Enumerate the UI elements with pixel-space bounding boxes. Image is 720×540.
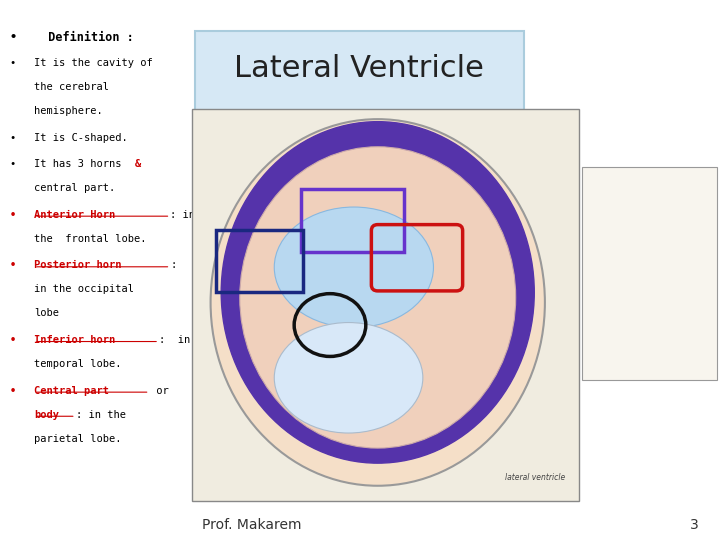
Ellipse shape <box>210 119 545 486</box>
Text: lateral ventricle: lateral ventricle <box>505 472 565 482</box>
Text: lobe: lobe <box>34 308 59 319</box>
Text: Prof. Makarem: Prof. Makarem <box>202 518 302 532</box>
Text: •: • <box>9 159 16 169</box>
Text: Central part: Central part <box>34 386 109 396</box>
Text: 2  Interventricular foramen: 2 Interventricular foramen <box>588 191 670 195</box>
Text: •: • <box>9 335 16 345</box>
Text: 11 Superior sagittal sinus: 11 Superior sagittal sinus <box>588 321 665 327</box>
Text: •: • <box>9 210 16 220</box>
Text: the cerebral: the cerebral <box>34 82 109 92</box>
Text: It is the cavity of: It is the cavity of <box>34 58 153 68</box>
Text: 14 Confluence of sinuses: 14 Confluence of sinuses <box>588 365 664 370</box>
Text: Definition :: Definition : <box>34 31 134 44</box>
FancyBboxPatch shape <box>192 109 580 501</box>
Text: •: • <box>9 386 16 396</box>
Text: Inferior horn: Inferior horn <box>34 335 115 345</box>
Text: Posterior horn: Posterior horn <box>34 260 122 270</box>
Text: &: & <box>135 159 140 169</box>
Text: 8  Central canal: 8 Central canal <box>588 278 636 283</box>
Text: •: • <box>9 58 16 68</box>
Ellipse shape <box>274 207 433 328</box>
Text: 5  Fourth ventricle: 5 Fourth ventricle <box>588 234 644 239</box>
Text: in the occipital: in the occipital <box>34 285 134 294</box>
Text: 1  Right and left lateral ventricles: 1 Right and left lateral ventricles <box>588 176 690 181</box>
Text: : in the: : in the <box>76 410 126 420</box>
Text: temporal lobe.: temporal lobe. <box>34 359 122 369</box>
Text: Lateral Ventricle: Lateral Ventricle <box>234 55 484 84</box>
Ellipse shape <box>240 147 516 448</box>
Text: 7  Lateral apertures: 7 Lateral apertures <box>588 264 648 268</box>
Text: :  in: : in <box>159 335 190 345</box>
Text: Anterior Horn: Anterior Horn <box>34 210 115 220</box>
Ellipse shape <box>221 122 534 463</box>
Text: : in: : in <box>171 210 195 220</box>
Text: body: body <box>34 410 59 420</box>
Text: 12 Great cerebral vein: 12 Great cerebral vein <box>588 336 656 341</box>
Text: •: • <box>9 132 16 143</box>
Text: 4  Cerebral aqueduct: 4 Cerebral aqueduct <box>588 220 652 225</box>
Ellipse shape <box>274 322 423 433</box>
Text: •: • <box>9 31 17 44</box>
Text: It has 3 horns: It has 3 horns <box>34 159 128 169</box>
Text: hemisphere.: hemisphere. <box>34 106 103 116</box>
Text: the  frontal lobe.: the frontal lobe. <box>34 234 147 244</box>
FancyBboxPatch shape <box>582 167 717 380</box>
Text: central part.: central part. <box>34 183 115 193</box>
Text: 13 Straight sinus: 13 Straight sinus <box>588 350 639 356</box>
Text: :: : <box>171 260 176 270</box>
Text: 9  Subarachnoid space: 9 Subarachnoid space <box>588 292 657 298</box>
Text: 6  Median aperture: 6 Median aperture <box>588 249 646 254</box>
Text: It is C-shaped.: It is C-shaped. <box>34 132 128 143</box>
Text: 3: 3 <box>690 518 698 532</box>
Text: •: • <box>9 260 16 270</box>
FancyBboxPatch shape <box>194 31 523 112</box>
Text: 10 Arachnoid granulations: 10 Arachnoid granulations <box>588 307 668 312</box>
Text: parietal lobe.: parietal lobe. <box>34 434 122 444</box>
Text: or: or <box>150 386 168 396</box>
Text: 3  Third ventricle: 3 Third ventricle <box>588 205 639 210</box>
